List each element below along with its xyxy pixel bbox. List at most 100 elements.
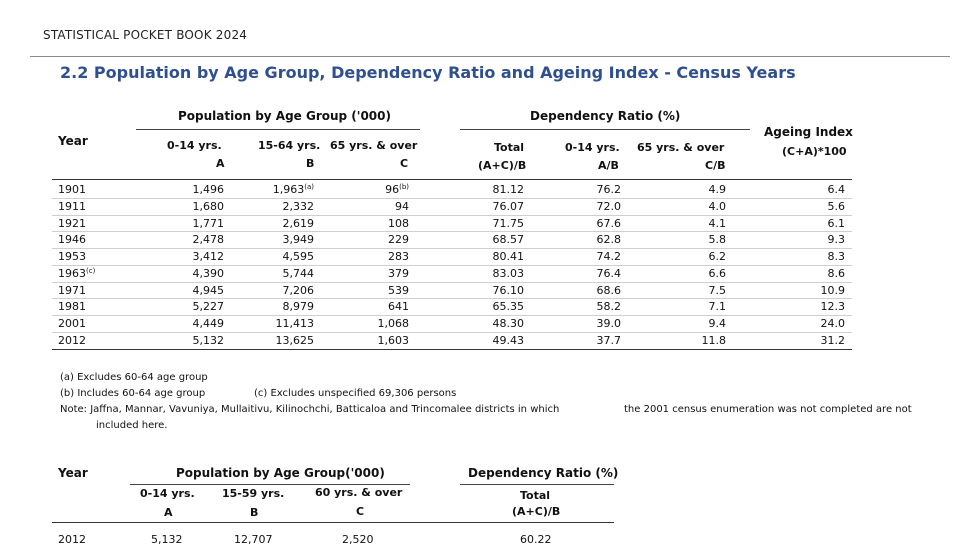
t2-cell-a: 5,132	[151, 533, 183, 546]
row-1981-year: 1981	[58, 300, 86, 313]
row-1963-c: 379	[388, 267, 409, 280]
row-2012-a: 5,132	[192, 334, 225, 347]
row-1921-total: 71.75	[492, 217, 525, 230]
row-separator	[52, 298, 852, 299]
pop-group-header: Population by Age Group ('000)	[178, 109, 391, 123]
row-1963-a: 4,390	[192, 267, 225, 280]
row-2012-ai: 31.2	[820, 334, 846, 347]
t2-col-dep-total: Total	[520, 489, 551, 502]
t2-pop-group-header: Population by Age Group('000)	[176, 466, 385, 480]
row-2001-year: 2001	[58, 317, 86, 330]
row-1901-da: 76.2	[596, 183, 622, 196]
row-2001-c: 1,068	[377, 317, 410, 330]
row-1901-dc: 4.9	[708, 183, 727, 196]
t2-col-pop-c: 60 yrs. & over	[315, 486, 403, 499]
row-1971-year: 1971	[58, 284, 86, 297]
row-1921-da: 67.6	[596, 217, 622, 230]
t2-dep-rule	[460, 484, 614, 485]
t2-col-pop-c-sub: C	[356, 505, 365, 518]
row-1981-c: 641	[388, 300, 409, 313]
note-c: (c) Excludes unspecified 69,306 persons	[254, 388, 457, 399]
col-pop-c-sub: C	[400, 157, 409, 170]
table1-bottom-rule	[52, 349, 852, 350]
col-pop-a: 0-14 yrs.	[167, 139, 222, 152]
row-separator	[52, 198, 852, 199]
row-1901-year: 1901	[58, 183, 86, 196]
row-2001-da: 39.0	[596, 317, 622, 330]
row-2001-total: 48.30	[492, 317, 525, 330]
row-1911-da: 72.0	[596, 200, 622, 213]
row-separator	[52, 282, 852, 283]
t2-col-pop-b: 15-59 yrs.	[222, 487, 285, 500]
row-1911-total: 76.07	[492, 200, 525, 213]
note-main-part1: Note: Jaffna, Mannar, Vavuniya, Mullaiti…	[60, 404, 560, 415]
row-1971-a: 4,945	[192, 284, 225, 297]
col-dep-total-sub: (A+C)/B	[478, 159, 527, 172]
row-separator	[52, 215, 852, 216]
row-1901-a: 1,496	[192, 183, 225, 196]
row-2012-c: 1,603	[377, 334, 410, 347]
t2-col-pop-a: 0-14 yrs.	[140, 487, 195, 500]
row-1911-a: 1,680	[192, 200, 225, 213]
row-1971-c: 539	[388, 284, 409, 297]
row-1946-c: 229	[388, 233, 409, 246]
row-1963-ai: 8.6	[827, 267, 846, 280]
row-1981-ai: 12.3	[820, 300, 846, 313]
row-1921-year: 1921	[58, 217, 86, 230]
row-2012-dc: 11.8	[701, 334, 727, 347]
row-1971-dc: 7.5	[708, 284, 727, 297]
note-b: (b) Includes 60-64 age group	[60, 388, 206, 399]
t2-cell-total: 60.22	[520, 533, 552, 546]
t2-cell-year: 2012	[58, 533, 86, 546]
row-1971-ai: 10.9	[820, 284, 846, 297]
row-separator	[52, 332, 852, 333]
row-1901-total: 81.12	[492, 183, 525, 196]
t2-col-pop-b-sub: B	[250, 506, 259, 519]
row-2012-total: 49.43	[492, 334, 525, 347]
row-1901-ai: 6.4	[827, 183, 846, 196]
row-1946-a: 2,478	[192, 233, 225, 246]
col-dep-c: 65 yrs. & over	[637, 141, 725, 154]
t2-col-dep-total-sub: (A+C)/B	[512, 505, 561, 518]
ageing-index-formula: (C+A)*100	[782, 145, 847, 158]
t2-cell-c: 2,520	[342, 533, 374, 546]
section-title: 2.2 Population by Age Group, Dependency …	[60, 63, 796, 82]
col-pop-c: 65 yrs. & over	[330, 139, 418, 152]
row-2001-a: 4,449	[192, 317, 225, 330]
ageing-index-header: Ageing Index	[764, 125, 853, 139]
row-1911-ai: 5.6	[827, 200, 846, 213]
row-1921-ai: 6.1	[827, 217, 846, 230]
row-1911-c: 94	[395, 200, 409, 213]
row-2001-b: 11,413	[275, 317, 315, 330]
row-1953-total: 80.41	[492, 250, 525, 263]
row-1946-dc: 5.8	[708, 233, 727, 246]
col-pop-b: 15-64 yrs.	[258, 139, 321, 152]
row-1981-total: 65.35	[492, 300, 525, 313]
row-1971-b: 7,206	[282, 284, 315, 297]
row-1953-da: 74.2	[596, 250, 622, 263]
col-dep-a-sub: A/B	[598, 159, 619, 172]
year-header: Year	[58, 134, 88, 148]
row-1911-b: 2,332	[282, 200, 315, 213]
dep-group-rule	[460, 129, 750, 130]
t2-col-pop-a-sub: A	[164, 506, 173, 519]
row-1921-a: 1,771	[192, 217, 225, 230]
row-1901-b: 1,963(a)	[272, 183, 314, 196]
row-1921-b: 2,619	[282, 217, 315, 230]
row-1946-ai: 9.3	[827, 233, 846, 246]
row-1953-b: 4,595	[282, 250, 315, 263]
row-1921-c: 108	[388, 217, 409, 230]
row-2012-da: 37.7	[596, 334, 622, 347]
row-1953-c: 283	[388, 250, 409, 263]
row-1981-a: 5,227	[192, 300, 225, 313]
row-1963-dc: 6.6	[708, 267, 727, 280]
row-2012-year: 2012	[58, 334, 86, 347]
row-2001-ai: 24.0	[820, 317, 846, 330]
col-pop-b-sub: B	[306, 157, 315, 170]
header-divider	[30, 56, 950, 57]
pop-group-rule	[136, 129, 420, 130]
row-separator	[52, 265, 852, 266]
row-2001-dc: 9.4	[708, 317, 727, 330]
row-separator	[52, 315, 852, 316]
row-1946-da: 62.8	[596, 233, 622, 246]
